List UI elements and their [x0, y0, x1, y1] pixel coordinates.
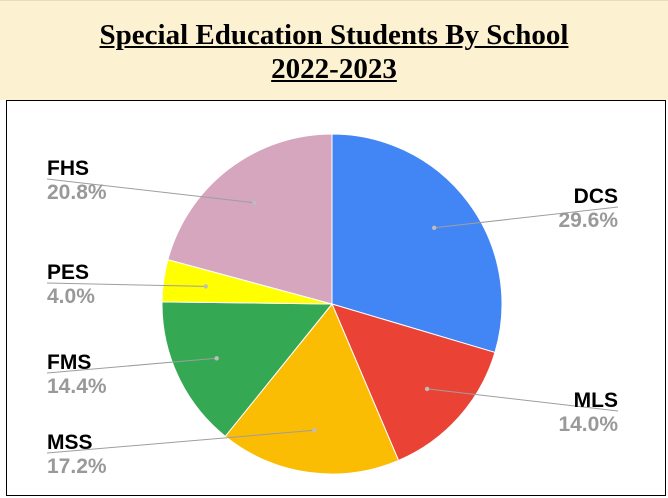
- leader-line: [46, 429, 315, 454]
- slice-value-pes: 4.0%: [47, 285, 95, 308]
- slice-value-dcs: 29.6%: [558, 209, 618, 232]
- leader-dot: [203, 284, 208, 289]
- slice-value-fms: 14.4%: [47, 375, 107, 398]
- pie-slice-mls: [331, 303, 496, 462]
- leader-dot: [431, 225, 437, 230]
- leader-line: [46, 357, 217, 374]
- slice-value-mls: 14.0%: [558, 413, 618, 436]
- pie-slice-dcs: [331, 133, 503, 354]
- leader-dot: [312, 428, 317, 433]
- leader-dot: [252, 200, 257, 205]
- slice-label-dcs: DCS: [574, 185, 618, 208]
- pie-slice-mss: [224, 303, 400, 475]
- leader-line: [434, 206, 619, 229]
- slice-label-mss: MSS: [47, 431, 93, 454]
- slice-label-fms: FMS: [47, 351, 91, 374]
- leader-line: [46, 282, 206, 287]
- chart-subtitle-year: 2022-2023: [271, 53, 397, 85]
- slice-value-fhs: 20.8%: [47, 181, 107, 204]
- pie-slice-fms: [161, 301, 334, 438]
- pie-slice-fhs: [167, 133, 333, 305]
- chart-title: Special Education Students By School: [99, 19, 569, 51]
- slice-label-mls: MLS: [574, 389, 618, 412]
- leader-dot: [214, 356, 219, 361]
- chart-panel: DCS 29.6% MLS 14.0% MSS 17.2% FMS 14.4% PES 4.0% F…: [6, 100, 666, 496]
- leader-line: [46, 178, 255, 204]
- slice-value-mss: 17.2%: [47, 455, 107, 478]
- slice-label-fhs: FHS: [47, 157, 89, 180]
- leader-line: [427, 388, 619, 412]
- slice-label-pes: PES: [47, 261, 89, 284]
- title-banner: Special Education Students By School 202…: [0, 0, 668, 100]
- leader-dot: [424, 386, 430, 392]
